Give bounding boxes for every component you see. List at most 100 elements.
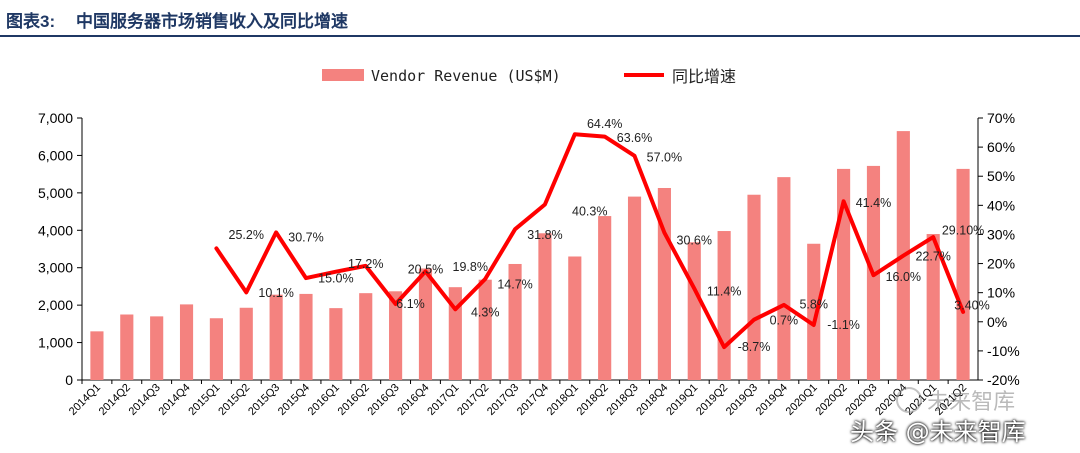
growth-data-label: 41.4% xyxy=(856,196,891,210)
x-category-label: 2016Q1 xyxy=(306,382,342,418)
growth-rate-point xyxy=(453,307,457,311)
revenue-bar xyxy=(478,279,492,380)
right-tick-label: 70% xyxy=(987,110,1015,126)
right-tick-label: 0% xyxy=(987,314,1007,330)
growth-rate-line xyxy=(214,132,966,350)
revenue-bar xyxy=(926,234,940,380)
left-tick-label: 7,000 xyxy=(38,110,73,126)
revenue-bar xyxy=(239,307,253,380)
growth-rate-point xyxy=(901,254,905,258)
revenue-bar xyxy=(508,263,522,380)
growth-data-label: 16.0% xyxy=(886,270,921,284)
revenue-bar xyxy=(717,231,731,380)
growth-data-label: 0.7% xyxy=(770,314,799,328)
revenue-bar xyxy=(150,316,164,380)
growth-rate-point xyxy=(423,269,427,273)
x-category-label: 2018Q1 xyxy=(545,382,581,418)
chart-legend: Vendor Revenue (US$M) 同比增速 xyxy=(322,67,736,86)
left-tick-label: 2,000 xyxy=(38,297,73,313)
growth-rate-point xyxy=(483,277,487,281)
growth-data-label: 30.6% xyxy=(677,234,712,248)
left-tick-label: 0 xyxy=(65,372,73,388)
left-tick-label: 6,000 xyxy=(38,147,73,163)
x-category-label: 2018Q4 xyxy=(634,382,670,418)
growth-data-label: 40.3% xyxy=(572,205,607,219)
legend-line-label: 同比增速 xyxy=(672,67,736,86)
right-tick-label: 60% xyxy=(987,139,1015,155)
right-tick-label: -20% xyxy=(987,372,1020,388)
revenue-bar xyxy=(568,256,582,380)
x-category-label: 2015Q2 xyxy=(216,382,252,418)
watermark-badge-text: 未来智库 xyxy=(927,390,1016,415)
x-category-label: 2018Q2 xyxy=(575,382,611,418)
revenue-bar xyxy=(627,196,642,380)
growth-data-label: 4.3% xyxy=(471,306,500,320)
revenue-bar xyxy=(418,268,433,380)
right-tick-label: 10% xyxy=(987,285,1015,301)
growth-data-label: 63.6% xyxy=(617,131,652,145)
growth-data-label: 14.7% xyxy=(497,277,532,291)
watermark-badge: 未来智库 xyxy=(896,384,1015,416)
legend-bar-swatch xyxy=(322,69,364,81)
x-category-label: 2019Q2 xyxy=(694,382,730,418)
plot-area: 0 1,000 2,000 3,000 4,000 5,000 6,000 7,000 -20%… xyxy=(38,110,1020,418)
growth-data-label: 31.8% xyxy=(527,228,562,242)
growth-data-label: 3.40% xyxy=(954,299,989,313)
growth-rate-point xyxy=(633,154,637,158)
growth-data-label: 11.4% xyxy=(707,285,742,299)
x-category-label: 2020Q2 xyxy=(814,382,850,418)
x-category-label: 2019Q4 xyxy=(754,382,790,418)
x-category-label: 2017Q2 xyxy=(455,382,491,418)
revenue-bar xyxy=(90,331,104,380)
x-category-label: 2018Q3 xyxy=(604,382,640,418)
x-category-label: 2016Q3 xyxy=(366,382,402,418)
revenue-bar xyxy=(209,318,223,380)
revenue-bar xyxy=(538,233,552,380)
growth-rate-point xyxy=(214,246,218,250)
revenue-bar xyxy=(299,293,313,380)
growth-rate-point xyxy=(543,202,547,206)
growth-data-label: 10.1% xyxy=(258,286,293,300)
x-category-label: 2019Q1 xyxy=(664,382,700,418)
growth-data-label: -1.1% xyxy=(827,318,860,332)
x-category-label: 2014Q2 xyxy=(97,382,133,418)
growth-rate-point xyxy=(364,264,368,268)
growth-data-label: 6.1% xyxy=(396,297,425,311)
growth-data-label: 19.8% xyxy=(453,260,488,274)
growth-data-label: 29.10% xyxy=(942,223,984,237)
growth-data-label: 25.2% xyxy=(229,228,264,242)
right-tick-label: -10% xyxy=(987,343,1020,359)
x-category-label: 2014Q4 xyxy=(156,382,192,418)
growth-rate-point xyxy=(961,310,965,314)
revenue-bar xyxy=(956,168,970,380)
growth-rate-point xyxy=(752,318,756,322)
growth-data-label: 57.0% xyxy=(647,151,682,165)
growth-rate-point xyxy=(573,132,577,136)
figure-title: 中国服务器市场销售收入及同比增速 xyxy=(76,12,348,31)
growth-rate-point xyxy=(394,302,398,306)
growth-rate-point xyxy=(274,230,278,234)
growth-rate-point xyxy=(812,323,816,327)
growth-rate-point xyxy=(692,287,696,291)
left-tick-label: 5,000 xyxy=(38,185,73,201)
growth-rate-point xyxy=(603,135,607,139)
revenue-bar xyxy=(389,291,403,380)
right-tick-label: 50% xyxy=(987,168,1015,184)
growth-rate-point xyxy=(244,290,248,294)
x-category-label: 2015Q3 xyxy=(246,382,282,418)
right-tick-label: 20% xyxy=(987,256,1015,272)
figure-header: 图表3: 中国服务器市场销售收入及同比增速 xyxy=(0,0,1080,37)
revenue-bar xyxy=(329,308,343,380)
revenue-bar xyxy=(269,294,283,380)
growth-data-label: 30.7% xyxy=(288,231,323,245)
growth-rate-point xyxy=(782,303,786,307)
revenue-bar xyxy=(448,287,462,380)
watermark-text: 头条 @未来智库 xyxy=(850,418,1026,446)
figure-number: 图表3: xyxy=(6,12,56,31)
x-category-label: 2015Q4 xyxy=(276,382,312,418)
left-tick-label: 1,000 xyxy=(38,335,73,351)
legend-bar-label: Vendor Revenue (US$M) xyxy=(371,67,561,85)
revenue-bar xyxy=(359,293,373,380)
growth-data-label: 22.7% xyxy=(915,250,950,264)
x-category-label: 2015Q1 xyxy=(186,382,222,418)
